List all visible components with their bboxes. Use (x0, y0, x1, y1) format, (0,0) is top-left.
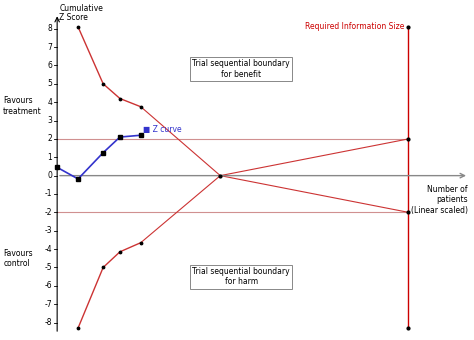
Text: Favours
treatment: Favours treatment (3, 96, 42, 116)
Text: 8: 8 (47, 24, 52, 33)
Text: Favours
control: Favours control (3, 249, 33, 268)
Text: -1: -1 (45, 189, 52, 199)
Text: -2: -2 (45, 208, 52, 217)
Text: 6: 6 (47, 61, 52, 70)
Text: 3: 3 (47, 116, 52, 125)
Text: ■ Z curve: ■ Z curve (143, 125, 182, 134)
Text: 0: 0 (47, 171, 52, 180)
Text: -3: -3 (45, 226, 52, 235)
Text: Required Information Size: Required Information Size (305, 22, 404, 31)
Text: 7: 7 (47, 42, 52, 52)
Text: 1: 1 (47, 153, 52, 162)
Text: -7: -7 (45, 300, 52, 309)
Text: -6: -6 (45, 281, 52, 290)
Text: Trial sequential boundary
for benefit: Trial sequential boundary for benefit (192, 59, 290, 79)
Text: -5: -5 (45, 263, 52, 272)
Text: 2: 2 (47, 134, 52, 143)
Text: 4: 4 (47, 98, 52, 107)
Text: 5: 5 (47, 79, 52, 88)
Text: -4: -4 (45, 244, 52, 254)
Text: Cumulative: Cumulative (59, 4, 103, 13)
Text: Number of
patients
(Linear scaled): Number of patients (Linear scaled) (411, 185, 468, 215)
Text: Trial sequential boundary
for harm: Trial sequential boundary for harm (192, 267, 290, 286)
Text: -8: -8 (45, 318, 52, 327)
Text: Z Score: Z Score (59, 13, 88, 22)
